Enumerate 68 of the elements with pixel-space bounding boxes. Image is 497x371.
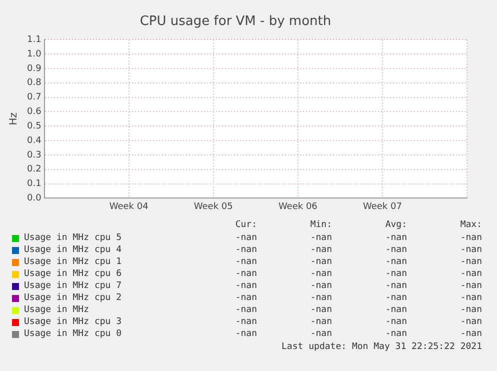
text: -nan bbox=[309, 329, 332, 339]
text: -nan bbox=[234, 293, 257, 303]
text: -nan bbox=[459, 317, 482, 327]
y-axis-title: Hz bbox=[8, 112, 20, 126]
text: Min: bbox=[309, 220, 332, 232]
text: -nan bbox=[234, 245, 257, 255]
text: -nan bbox=[384, 245, 407, 255]
text: -nan bbox=[459, 293, 482, 303]
y-tick-label: 0.6 bbox=[26, 107, 42, 118]
text: -nan bbox=[309, 293, 332, 303]
text: -nan bbox=[459, 305, 482, 315]
text: -nan bbox=[309, 233, 332, 243]
legend-label: Usage in MHz cpu 3 bbox=[24, 317, 122, 327]
text: -nan bbox=[309, 269, 332, 279]
text: -nan bbox=[384, 269, 407, 279]
text: Avg: bbox=[384, 220, 407, 232]
text: -nan bbox=[384, 293, 407, 303]
legend-label: Usage in MHz cpu 2 bbox=[24, 293, 122, 303]
y-tick-label: 0.2 bbox=[26, 164, 42, 175]
text: -nan bbox=[384, 329, 407, 339]
y-tick-label: 1.1 bbox=[26, 34, 42, 45]
x-tick-label: Week 06 bbox=[278, 202, 318, 212]
legend-label: Usage in MHz cpu 0 bbox=[24, 329, 122, 339]
y-tick-label: 1.0 bbox=[26, 49, 42, 60]
text: -nan bbox=[459, 257, 482, 267]
x-tick-label: Week 04 bbox=[109, 202, 149, 212]
legend-label: Usage in MHz cpu 7 bbox=[24, 281, 122, 291]
y-tick-label: 0.9 bbox=[26, 64, 42, 74]
text: Last update: Mon May 31 22:25:22 2021 bbox=[280, 342, 482, 352]
y-tick-label: 0.5 bbox=[26, 121, 42, 132]
legend-label: Usage in MHz cpu 5 bbox=[24, 233, 122, 243]
y-tick-label: 0.8 bbox=[26, 78, 42, 88]
text: -nan bbox=[234, 269, 257, 279]
x-tick-label: Week 07 bbox=[362, 202, 402, 212]
text: -nan bbox=[459, 245, 482, 255]
text: Cur: bbox=[234, 220, 257, 232]
text: Max: bbox=[459, 220, 482, 232]
y-tick-label: 0.3 bbox=[26, 150, 42, 160]
text: -nan bbox=[309, 281, 332, 291]
text: -nan bbox=[234, 233, 257, 243]
text: -nan bbox=[459, 329, 482, 339]
legend-label: Usage in MHz cpu 4 bbox=[24, 245, 122, 255]
text: -nan bbox=[459, 233, 482, 243]
text: -nan bbox=[384, 257, 407, 267]
text: -nan bbox=[459, 269, 482, 279]
text: -nan bbox=[234, 305, 257, 315]
text: -nan bbox=[309, 257, 332, 267]
text: -nan bbox=[384, 281, 407, 291]
text: -nan bbox=[384, 317, 407, 327]
text: -nan bbox=[309, 305, 332, 315]
legend-label: Usage in MHz bbox=[24, 305, 90, 315]
legend-label: Usage in MHz cpu 6 bbox=[24, 269, 122, 279]
legend-label: Usage in MHz cpu 1 bbox=[24, 257, 122, 267]
text: -nan bbox=[459, 281, 482, 291]
text: -nan bbox=[234, 281, 257, 291]
text: -nan bbox=[234, 257, 257, 267]
text: -nan bbox=[309, 245, 332, 255]
text: -nan bbox=[309, 317, 332, 327]
text: -nan bbox=[234, 329, 257, 339]
text: -nan bbox=[384, 305, 407, 315]
text: -nan bbox=[234, 317, 257, 327]
text: -nan bbox=[384, 233, 407, 243]
y-tick-label: 0.0 bbox=[26, 194, 42, 204]
y-tick-label: 0.1 bbox=[26, 179, 42, 190]
y-tick-label: 0.7 bbox=[26, 92, 42, 103]
chart-title: CPU usage for VM - by month bbox=[140, 14, 332, 30]
y-tick-label: 0.4 bbox=[26, 136, 42, 146]
x-tick-label: Week 05 bbox=[194, 202, 233, 212]
